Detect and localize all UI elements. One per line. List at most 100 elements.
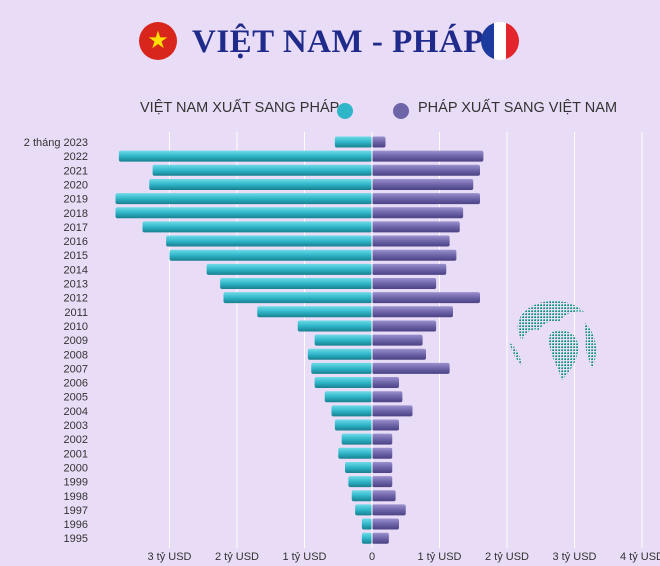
legend-item-fr-export: PHÁP XUẤT SANG VIỆT NAM	[418, 100, 617, 116]
category-label: 2018	[64, 208, 88, 220]
bar-vn-export	[118, 150, 372, 162]
x-tick-label: 2 tỷ USD	[485, 551, 529, 563]
category-label: 2008	[64, 349, 88, 361]
bar-vn-export	[115, 207, 372, 219]
bar-vn-export	[257, 306, 372, 318]
category-label: 2000	[64, 462, 88, 474]
category-label: 2006	[64, 378, 88, 390]
category-label: 2005	[64, 392, 88, 404]
category-label: 2004	[64, 406, 88, 418]
category-label: 2014	[64, 264, 88, 276]
bar-fr-export	[372, 348, 426, 360]
category-label: 2 tháng 2023	[24, 137, 88, 149]
bar-vn-export	[331, 405, 372, 417]
x-tick-label: 2 tỷ USD	[215, 551, 259, 563]
bar-vn-export	[338, 447, 372, 459]
x-tick-label: 4 tỷ USD	[620, 551, 660, 563]
bar-fr-export	[372, 447, 393, 459]
legend-swatch-fr-export	[393, 103, 409, 119]
bar-vn-export	[324, 391, 372, 403]
category-label: 2020	[64, 179, 88, 191]
bar-fr-export	[372, 405, 413, 417]
header: ★ VIỆT NAM - PHÁP	[0, 10, 660, 60]
bar-fr-export	[372, 504, 406, 516]
category-label: 2017	[64, 222, 88, 234]
bar-vn-export	[297, 320, 372, 332]
category-label: 2019	[64, 194, 88, 206]
bar-vn-export	[206, 263, 372, 275]
bar-fr-export	[372, 518, 399, 530]
bar-fr-export	[372, 292, 480, 304]
bar-vn-export	[341, 433, 372, 445]
bar-fr-export	[372, 391, 403, 403]
category-label: 2021	[64, 165, 88, 177]
bar-vn-export	[348, 476, 372, 488]
bar-fr-export	[372, 362, 450, 374]
bar-vn-export	[334, 419, 372, 431]
category-label: 2001	[64, 448, 88, 460]
bar-fr-export	[372, 490, 396, 502]
category-label: 2009	[64, 335, 88, 347]
x-tick-label: 3 tỷ USD	[552, 551, 596, 563]
bar-fr-export	[372, 263, 447, 275]
bar-fr-export	[372, 278, 437, 289]
category-label: 2003	[64, 420, 88, 432]
bar-vn-export	[152, 164, 372, 176]
bar-vn-export	[355, 504, 372, 516]
bar-fr-export	[372, 164, 480, 176]
x-tick-label: 0	[369, 551, 375, 563]
bar-fr-export	[372, 433, 393, 445]
bar-fr-export	[372, 532, 389, 544]
bar-vn-export	[361, 518, 372, 530]
category-label: 1996	[64, 519, 88, 531]
category-label: 2015	[64, 250, 88, 262]
bar-vn-export	[345, 461, 372, 473]
bar-fr-export	[372, 461, 393, 473]
bar-fr-export	[372, 221, 460, 233]
category-label: 2012	[64, 293, 88, 305]
legend-item-vn-export: VIỆT NAM XUẤT SANG PHÁP	[140, 100, 339, 116]
bar-fr-export	[372, 476, 393, 488]
category-label: 1995	[64, 533, 88, 545]
bar-vn-export	[169, 249, 372, 261]
bar-vn-export	[149, 178, 372, 190]
x-tick-label: 3 tỷ USD	[147, 551, 191, 563]
bar-vn-export	[220, 278, 372, 289]
page-title: VIỆT NAM - PHÁP	[192, 24, 484, 60]
bar-vn-export	[166, 235, 372, 247]
category-label: 1997	[64, 505, 88, 517]
chart-legend: VIỆT NAM XUẤT SANG PHÁP PHÁP XUẤT SANG V…	[0, 100, 660, 120]
bar-fr-export	[372, 249, 457, 261]
category-label: 2011	[64, 307, 88, 319]
category-label: 2013	[64, 279, 88, 291]
legend-swatch-vn-export	[337, 103, 353, 119]
bar-fr-export	[372, 136, 386, 148]
legend-label: VIỆT NAM XUẤT SANG PHÁP	[140, 100, 340, 116]
x-tick-label: 1 tỷ USD	[282, 551, 326, 563]
bar-vn-export	[314, 377, 372, 389]
category-label: 2022	[64, 151, 88, 163]
bar-fr-export	[372, 207, 464, 219]
bar-fr-export	[372, 193, 480, 205]
bar-fr-export	[372, 334, 423, 346]
globe-icon	[509, 300, 597, 380]
france-flag-icon	[481, 22, 519, 60]
category-label: 2002	[64, 434, 88, 446]
bar-fr-export	[372, 306, 453, 318]
bar-vn-export	[334, 136, 372, 148]
bar-vn-export	[311, 362, 372, 374]
x-tick-label: 1 tỷ USD	[417, 551, 461, 563]
bar-fr-export	[372, 320, 437, 332]
bar-vn-export	[223, 292, 372, 304]
bar-vn-export	[314, 334, 372, 346]
bar-vn-export	[361, 532, 372, 544]
category-label: 2010	[64, 321, 88, 333]
vietnam-flag-icon: ★	[139, 22, 177, 60]
bar-fr-export	[372, 235, 450, 247]
category-label: 2016	[64, 236, 88, 248]
bar-fr-export	[372, 419, 399, 431]
bar-vn-export	[115, 193, 372, 205]
category-label: 1999	[64, 477, 88, 489]
category-label: 1998	[64, 491, 88, 503]
